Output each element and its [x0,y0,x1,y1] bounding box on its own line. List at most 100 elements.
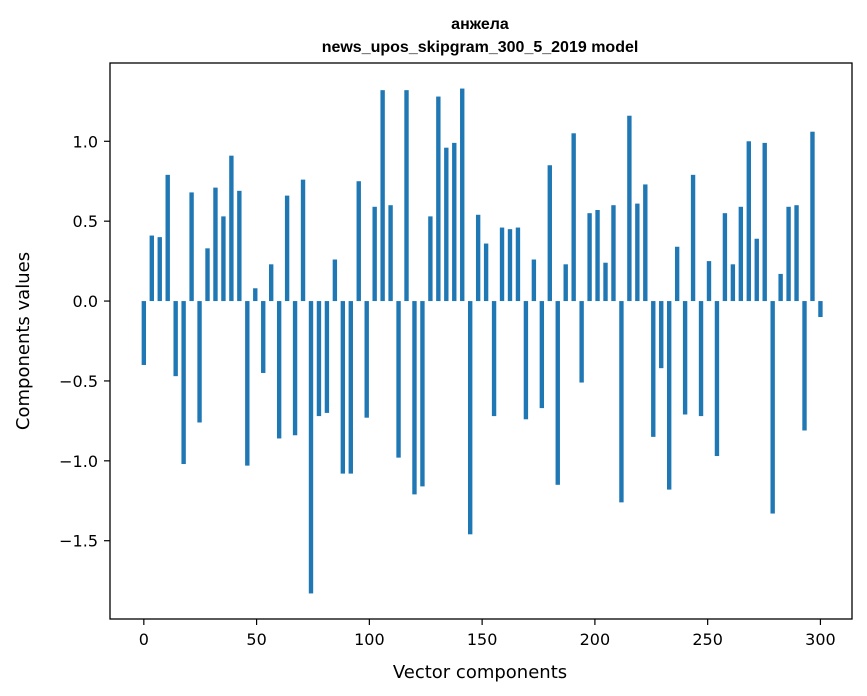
bar [682,301,688,415]
bar [364,301,369,418]
bar [197,301,202,423]
bar [794,205,799,302]
bar [165,174,170,302]
x-tick-label: 250 [692,630,723,649]
bar [316,301,322,417]
bar [396,301,401,458]
bar [428,216,433,302]
bar [611,205,616,302]
x-tick-label: 0 [139,630,149,649]
bar [380,90,385,302]
x-tick-label: 100 [354,630,385,649]
bar [627,115,632,302]
bar [802,301,807,431]
bar [340,301,346,474]
bar [643,184,648,302]
bar [420,301,425,487]
bar [173,301,178,377]
bar [348,301,353,474]
bar [221,216,226,302]
bar [308,301,314,594]
x-tick-label: 200 [580,630,611,649]
bar [690,174,696,302]
bar [746,141,751,302]
bar [698,301,704,417]
plot-frame [109,62,853,620]
bar [460,88,465,302]
bar [531,259,537,302]
bar [141,301,147,365]
bar [475,214,481,302]
bar [651,301,656,437]
bar [229,155,234,302]
bar [189,192,194,302]
bar [261,301,266,373]
bar [157,237,162,302]
chart-subtitle: news_upos_skipgram_300_5_2019 model [322,39,639,56]
bar [595,209,600,302]
bar [818,301,823,318]
bar [555,301,560,485]
y-tick-label: −0.5 [59,372,98,391]
bar [754,238,759,302]
bar [324,301,330,413]
bar [468,301,473,535]
bar [388,205,393,302]
bar [245,301,250,466]
bar [810,131,815,302]
bar [659,301,664,369]
bar [667,301,672,490]
bar [515,227,521,302]
y-axis-label: Components values [13,252,34,430]
bar [332,259,338,302]
bar [603,262,608,302]
bar [412,301,417,495]
bar [523,301,529,420]
y-tick-label: −1.0 [59,452,98,471]
bar [444,147,449,302]
bar [237,190,242,302]
bar [491,301,497,417]
bar [762,142,767,302]
bar [276,301,282,439]
bar [181,301,186,465]
y-tick-label: 0.5 [73,212,98,231]
bar [507,229,513,302]
x-axis-ticks: 0 50 100 150 200 250 300 [139,619,836,649]
bar [587,213,592,302]
x-tick-label: 150 [467,630,498,649]
chart-title: анжела [451,16,509,33]
bar [579,301,584,383]
bar [674,246,680,302]
bar [436,96,441,302]
bar [730,264,736,302]
bar [253,288,258,302]
bar-series [141,88,823,594]
bar [269,264,274,302]
bar [300,179,306,302]
bar [292,301,298,436]
y-tick-label: 1.0 [73,132,98,151]
bar [619,301,624,503]
bar [635,203,640,302]
bar [563,264,568,302]
bar [205,248,210,302]
x-tick-label: 300 [805,630,836,649]
y-axis-ticks: −1.5 −1.0 −0.5 0.0 0.5 1.0 [59,132,110,551]
y-tick-label: 0.0 [73,292,98,311]
bar [786,206,791,302]
x-axis-label: Vector components [393,662,567,683]
bar [778,273,783,302]
bar [284,195,290,302]
bar [483,243,489,302]
bar [547,165,552,302]
bar [539,301,545,409]
bar [404,90,409,302]
x-tick-label: 50 [246,630,266,649]
bar [372,206,377,302]
y-tick-label: −1.5 [59,532,98,551]
bar [722,213,728,302]
bar [499,227,505,302]
bar [571,133,576,302]
